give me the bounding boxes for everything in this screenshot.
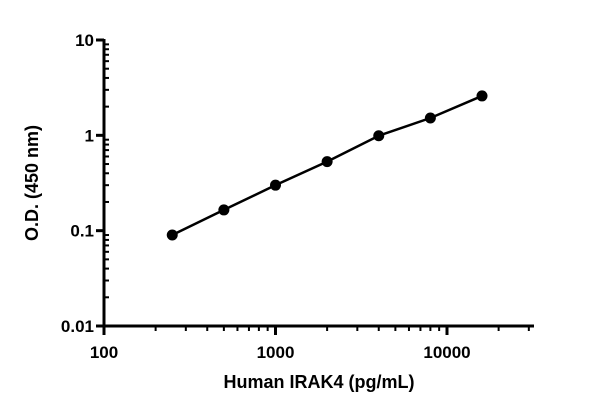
data-point [321,156,333,168]
data-series [166,90,488,241]
data-point [166,229,178,241]
y-tick-label: 0.01 [61,317,94,336]
data-point [476,90,488,102]
x-axis: 100 1000 10000 [90,324,534,362]
x-tick-label: 1000 [257,343,295,362]
data-point [373,130,385,142]
x-axis-title: Human IRAK4 (pg/mL) [224,372,415,392]
y-tick-label: 1 [85,126,94,145]
y-axis: 0.01 0.1 1 10 [61,31,109,336]
y-tick-label: 0.1 [70,222,94,241]
x-tick-label: 10000 [423,343,470,362]
x-tick-label: 100 [90,343,118,362]
data-point [218,204,230,216]
y-axis-title: O.D. (450 nm) [22,125,42,241]
data-point [270,179,281,191]
data-point [424,112,436,124]
y-tick-label: 10 [75,31,94,50]
